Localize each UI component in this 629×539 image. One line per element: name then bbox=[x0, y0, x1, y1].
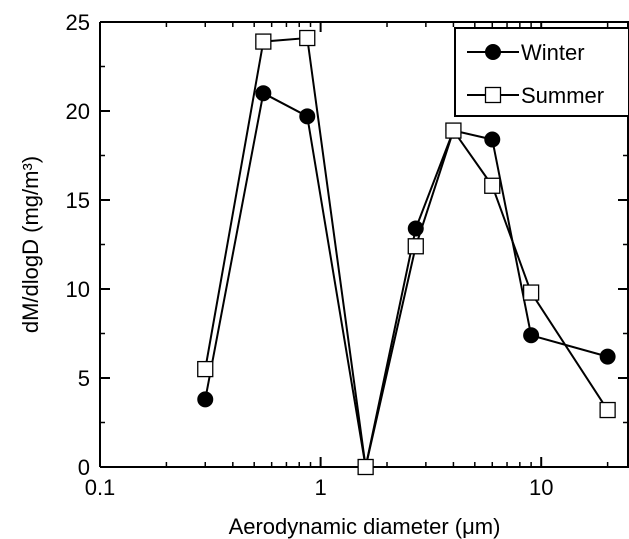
data-point-summer bbox=[445, 122, 462, 139]
legend-label: Winter bbox=[521, 40, 585, 65]
data-point-winter bbox=[599, 348, 616, 365]
y-tick-label: 10 bbox=[66, 277, 90, 302]
data-point-summer bbox=[407, 238, 424, 255]
series-layer bbox=[197, 29, 616, 476]
data-point-winter bbox=[197, 391, 214, 408]
data-point-winter bbox=[523, 327, 540, 344]
data-point-winter bbox=[484, 131, 501, 148]
data-point-summer bbox=[197, 360, 214, 378]
legend-marker bbox=[484, 86, 502, 104]
series-winter bbox=[197, 85, 616, 475]
y-tick-label: 25 bbox=[66, 10, 90, 35]
y-tick-label: 0 bbox=[78, 455, 90, 480]
series-line-winter bbox=[204, 91, 608, 468]
y-tick-label: 15 bbox=[66, 188, 90, 213]
data-point-winter bbox=[299, 108, 316, 125]
x-tick-label: 10 bbox=[529, 475, 553, 500]
data-point-winter bbox=[255, 85, 272, 102]
data-point-summer bbox=[255, 33, 272, 50]
legend: Winter Summer bbox=[454, 27, 629, 117]
data-point-summer bbox=[599, 401, 616, 419]
x-tick-label: 1 bbox=[314, 475, 326, 500]
legend-label: Summer bbox=[521, 83, 604, 108]
data-point-summer bbox=[299, 29, 316, 47]
data-point-summer bbox=[522, 284, 540, 301]
data-point-summer bbox=[357, 458, 374, 476]
data-point-summer bbox=[484, 177, 501, 194]
y-axis-title: dM/dlogD (mg/m³) bbox=[18, 156, 43, 333]
y-tick-label: 5 bbox=[78, 366, 90, 391]
legend-marker bbox=[485, 44, 501, 60]
x-axis-title: Aerodynamic diameter (μm) bbox=[229, 514, 501, 539]
y-tick-label: 20 bbox=[66, 99, 90, 124]
legend-box bbox=[454, 27, 629, 117]
x-tick-label: 0.1 bbox=[85, 475, 116, 500]
series-summer bbox=[197, 29, 616, 476]
